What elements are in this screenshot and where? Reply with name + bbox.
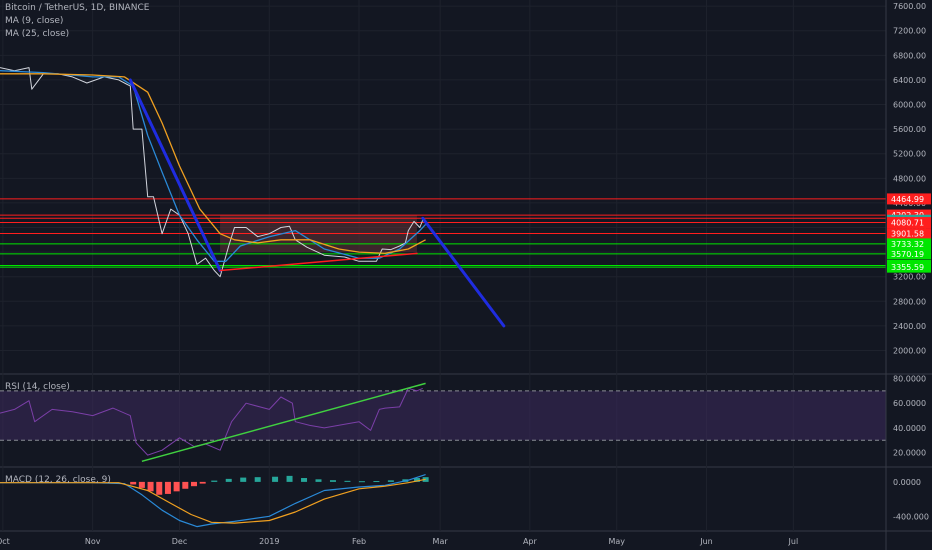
trend-trendline: [421, 216, 506, 328]
x-tick-label: Oct: [0, 537, 10, 546]
level-badge-label: 4080.71: [891, 219, 924, 228]
x-tick-label: 2019: [259, 537, 279, 546]
macd-histogram-bar: [272, 476, 279, 482]
rsi-tick-label: 80.0000: [893, 374, 926, 383]
ma9-line: [0, 70, 427, 262]
y-tick-label: 7200.00: [893, 27, 926, 36]
rsi-tick-label: 40.0000: [893, 424, 926, 433]
macd-histogram-bar: [211, 480, 218, 482]
legend-symbol: Bitcoin / TetherUS, 1D, BINANCE: [5, 3, 150, 13]
y-tick-label: 6000.00: [893, 101, 926, 110]
macd-histogram-bar: [315, 479, 322, 482]
macd-histogram-bar: [387, 480, 394, 482]
x-tick-label: Jun: [699, 537, 713, 546]
macd-histogram-bar: [164, 481, 171, 494]
macd-histogram-bar: [358, 481, 365, 483]
x-tick-label: May: [608, 537, 625, 546]
macd-tick-label: 0.0000: [893, 478, 921, 487]
level-badge-label: 3570.19: [891, 250, 924, 259]
legend-macd: MACD (12, 26, close, 9): [5, 475, 111, 485]
rsi-line: [0, 387, 423, 456]
macd-histogram-bar: [286, 475, 293, 482]
rsi-pane[interactable]: [0, 382, 886, 463]
macd-histogram-bar: [373, 481, 380, 483]
y-tick-label: 5600.00: [893, 125, 926, 134]
x-tick-label: Apr: [523, 537, 538, 546]
price-pane[interactable]: [0, 67, 886, 328]
macd-histogram-bar: [225, 478, 232, 482]
signal-line: [0, 478, 426, 524]
level-badge-label: 3733.32: [891, 240, 924, 249]
macd-tick-label: -400.000: [893, 512, 929, 521]
macd-histogram-bar: [413, 478, 420, 482]
y-tick-label: 7600.00: [893, 2, 926, 11]
macd-histogram-bar: [156, 481, 163, 495]
level-badge: [887, 261, 931, 273]
macd-histogram-bar: [329, 480, 336, 482]
legend-ma9: MA (9, close): [5, 16, 64, 26]
y-tick-label: 4800.00: [893, 174, 926, 183]
macd-histogram-bar: [138, 481, 145, 488]
trend-trendline: [128, 78, 222, 273]
legend-rsi: RSI (14, close): [5, 382, 70, 392]
x-tick-label: Feb: [352, 537, 366, 546]
y-tick-label: 3200.00: [893, 273, 926, 282]
macd-histogram-bar: [199, 481, 206, 484]
macd-histogram-bar: [190, 481, 197, 487]
level-badge: [887, 228, 931, 240]
rsi_trend-line: [141, 382, 426, 463]
y-tick-label: 2800.00: [893, 297, 926, 306]
macd-histogram-bar: [173, 481, 180, 492]
rsi-tick-label: 20.0000: [893, 449, 926, 458]
macd-histogram-bar: [254, 477, 261, 482]
rsi-tick-label: 60.0000: [893, 399, 926, 408]
y-tick-label: 5200.00: [893, 150, 926, 159]
level-badge: [887, 193, 931, 205]
level-badge-label: 3355.59: [891, 263, 924, 272]
resistance-trendline: [219, 252, 418, 272]
macd-histogram-bar: [147, 481, 154, 492]
level-badge: [887, 217, 931, 229]
macd-histogram-bar: [182, 481, 189, 489]
level-badge-label: 4464.99: [891, 195, 924, 204]
ma25-line: [0, 73, 426, 254]
price-line: [0, 67, 424, 278]
level-badge-label: 3901.58: [891, 230, 924, 239]
rsi-zone: [0, 390, 886, 441]
x-tick-label: Dec: [172, 537, 187, 546]
x-tick-label: Jul: [788, 537, 799, 546]
macd-histogram-bar: [301, 478, 308, 482]
level-badge: [887, 248, 931, 260]
x-tick-label: Mar: [433, 537, 449, 546]
macd-histogram-bar: [130, 481, 137, 485]
x-tick-label: Nov: [85, 537, 101, 546]
macd-pane[interactable]: [0, 474, 429, 528]
macd-histogram-bar: [344, 480, 351, 482]
y-tick-label: 2400.00: [893, 322, 926, 331]
legend-ma25: MA (25, close): [5, 29, 70, 39]
y-tick-label: 6400.00: [893, 76, 926, 85]
level-badge: [887, 238, 931, 250]
y-tick-label: 6800.00: [893, 51, 926, 60]
macd-histogram-bar: [240, 477, 247, 482]
y-tick-label: 2000.00: [893, 346, 926, 355]
